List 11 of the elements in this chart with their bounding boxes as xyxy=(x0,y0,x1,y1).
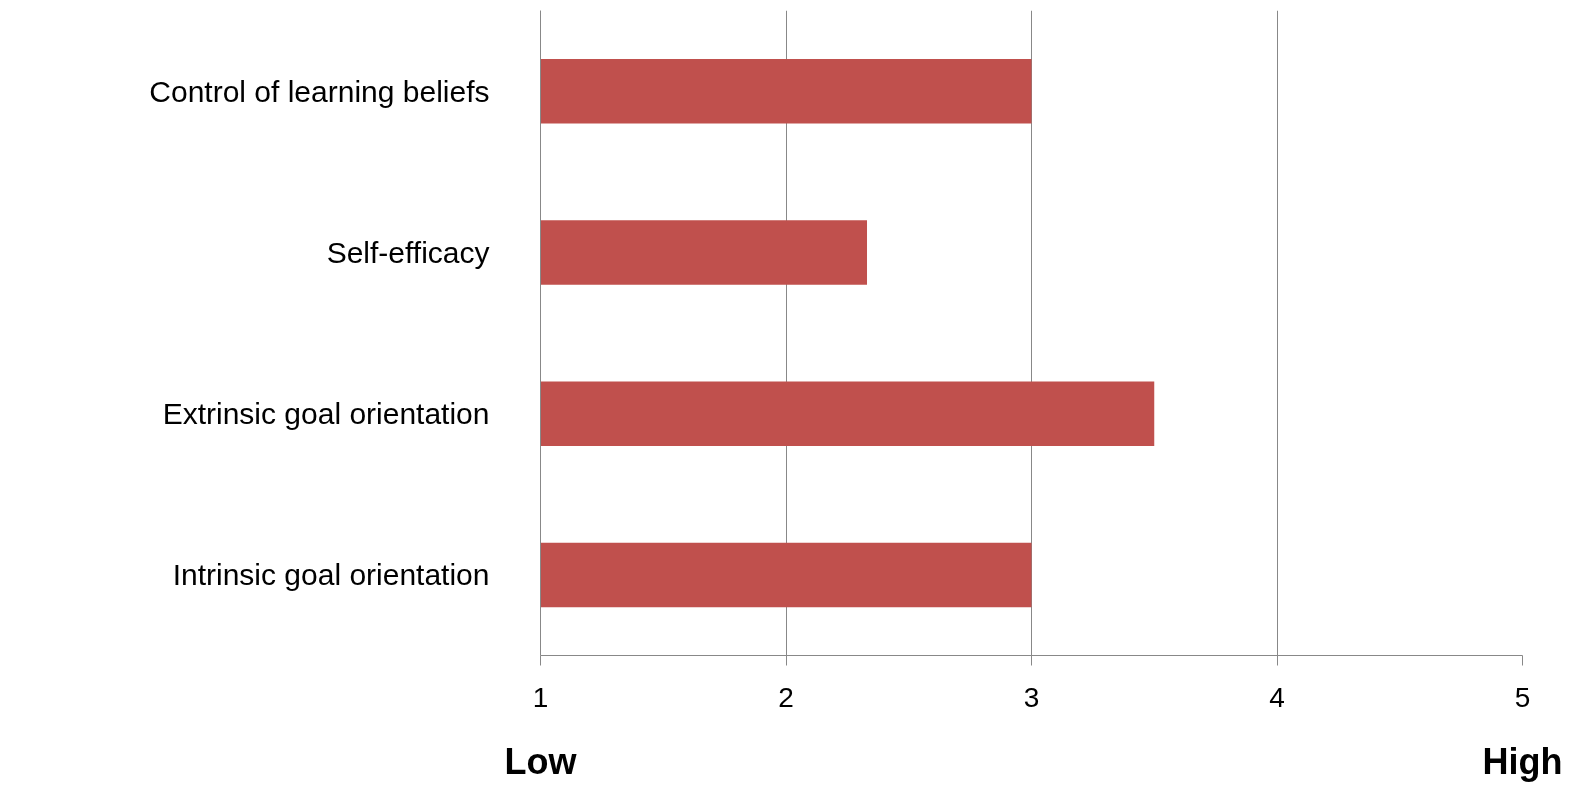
y-tick-label: Intrinsic goal orientation xyxy=(172,558,490,592)
y-tick-label: Self-efficacy xyxy=(326,235,490,269)
text: High xyxy=(1482,740,1563,782)
y-tick-label: Control of learning beliefs xyxy=(149,74,490,108)
x-tick-label: 3 xyxy=(1023,681,1040,713)
text: Low xyxy=(504,740,578,782)
y-tick-label: Extrinsic goal orientation xyxy=(162,397,490,431)
x-tick-label: 4 xyxy=(1269,681,1285,713)
x-tick-label: 5 xyxy=(1514,681,1531,713)
x-tick-label: 2 xyxy=(778,681,794,713)
x-tick-label: 1 xyxy=(532,681,549,713)
